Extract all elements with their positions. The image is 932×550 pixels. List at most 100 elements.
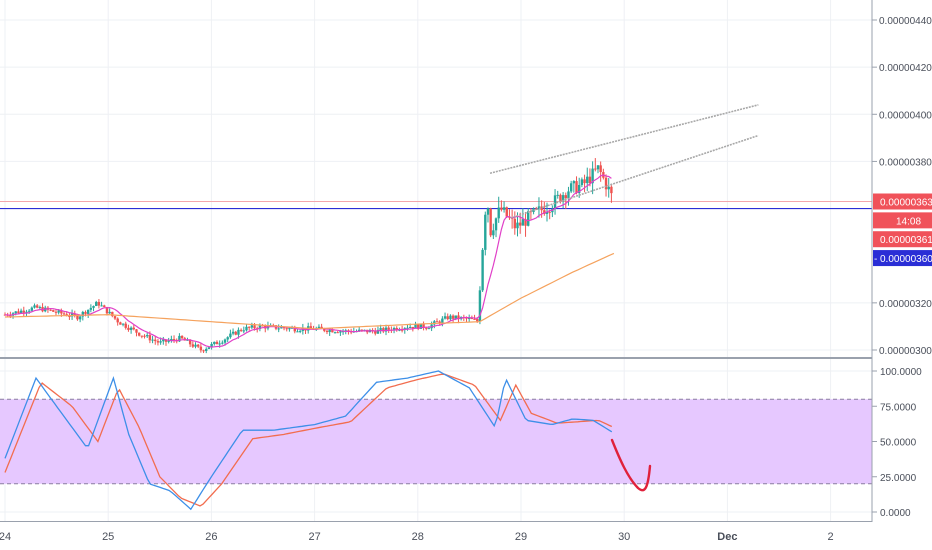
candle[interactable]	[290, 327, 294, 329]
candle[interactable]	[564, 195, 567, 199]
candle[interactable]	[406, 327, 409, 329]
candle[interactable]	[14, 311, 17, 314]
candle[interactable]	[497, 207, 500, 219]
candle[interactable]	[505, 207, 508, 217]
candle[interactable]	[476, 319, 479, 322]
candle[interactable]	[129, 327, 133, 330]
candle[interactable]	[494, 218, 498, 231]
candle[interactable]	[148, 335, 152, 341]
candle[interactable]	[285, 328, 288, 330]
candle[interactable]	[277, 328, 280, 330]
candle[interactable]	[22, 310, 25, 313]
candle[interactable]	[186, 339, 189, 341]
candle[interactable]	[229, 333, 232, 338]
candle[interactable]	[360, 329, 364, 331]
candle[interactable]	[35, 305, 39, 308]
candle[interactable]	[374, 331, 377, 334]
candle[interactable]	[202, 350, 205, 352]
candle[interactable]	[234, 331, 237, 335]
candle[interactable]	[333, 332, 337, 334]
candle[interactable]	[210, 343, 213, 348]
candle[interactable]	[545, 211, 549, 214]
candle[interactable]	[591, 168, 594, 184]
candle[interactable]	[9, 315, 12, 317]
candle[interactable]	[105, 306, 109, 314]
candle[interactable]	[400, 329, 404, 331]
candle[interactable]	[518, 222, 522, 226]
candle[interactable]	[178, 335, 181, 342]
candle[interactable]	[97, 301, 101, 306]
candle[interactable]	[135, 329, 138, 333]
candle[interactable]	[188, 339, 192, 345]
candle[interactable]	[108, 311, 111, 314]
candle[interactable]	[207, 347, 211, 349]
candle[interactable]	[221, 342, 224, 344]
candle[interactable]	[164, 339, 168, 342]
candle[interactable]	[33, 305, 36, 308]
candle[interactable]	[89, 307, 93, 310]
candle[interactable]	[513, 218, 517, 229]
candle[interactable]	[435, 321, 439, 323]
candle[interactable]	[293, 327, 296, 332]
candle[interactable]	[280, 327, 283, 329]
stoch-axis[interactable]: 100.0000 75.0000 50.0000 25.0000 0.0000	[872, 367, 922, 519]
candle[interactable]	[422, 323, 425, 328]
candle[interactable]	[607, 186, 610, 190]
candle[interactable]	[414, 324, 417, 329]
candle[interactable]	[527, 211, 530, 226]
candle[interactable]	[17, 311, 20, 313]
candle[interactable]	[288, 328, 291, 330]
candle[interactable]	[382, 328, 385, 332]
candle[interactable]	[502, 207, 506, 210]
stoch-d-line[interactable]	[4, 373, 613, 507]
candle[interactable]	[594, 168, 597, 170]
candle[interactable]	[417, 324, 420, 329]
candle[interactable]	[336, 332, 339, 334]
candle[interactable]	[151, 339, 154, 341]
candle[interactable]	[172, 338, 176, 340]
candle[interactable]	[500, 207, 503, 210]
candle[interactable]	[196, 344, 200, 347]
candle[interactable]	[408, 326, 412, 328]
trendline[interactable]	[510, 134, 759, 219]
candle[interactable]	[132, 327, 135, 330]
candle[interactable]	[344, 330, 347, 332]
candle[interactable]	[454, 315, 457, 319]
candle[interactable]	[521, 219, 525, 226]
candle[interactable]	[559, 194, 562, 202]
candle[interactable]	[121, 323, 125, 325]
candle[interactable]	[451, 315, 455, 319]
candle[interactable]	[137, 332, 141, 336]
candle[interactable]	[443, 316, 447, 319]
candle[interactable]	[419, 323, 423, 329]
candle[interactable]	[124, 323, 127, 328]
candle[interactable]	[247, 326, 251, 328]
candle[interactable]	[572, 181, 576, 184]
candle[interactable]	[223, 339, 227, 343]
candle[interactable]	[296, 331, 299, 333]
candle[interactable]	[537, 206, 541, 209]
candle[interactable]	[170, 338, 173, 341]
candle[interactable]	[119, 322, 122, 325]
candle[interactable]	[143, 335, 146, 337]
candle[interactable]	[213, 341, 216, 344]
candle[interactable]	[205, 348, 208, 352]
candle[interactable]	[298, 330, 302, 332]
candle[interactable]	[489, 208, 492, 236]
candle[interactable]	[194, 344, 197, 347]
countdown-badge[interactable]	[873, 212, 932, 229]
candle[interactable]	[411, 326, 415, 329]
candle[interactable]	[379, 328, 382, 330]
candle[interactable]	[167, 340, 170, 342]
time-axis[interactable]: 24 25 26 27 28 29 30 Dec 2	[0, 531, 834, 543]
candle[interactable]	[478, 290, 482, 322]
candle[interactable]	[253, 325, 256, 329]
candle[interactable]	[282, 327, 286, 329]
candle[interactable]	[357, 329, 361, 332]
candle[interactable]	[140, 335, 144, 337]
candle[interactable]	[567, 191, 570, 199]
candle[interactable]	[604, 177, 608, 190]
candle[interactable]	[239, 329, 243, 331]
candle[interactable]	[261, 325, 264, 327]
